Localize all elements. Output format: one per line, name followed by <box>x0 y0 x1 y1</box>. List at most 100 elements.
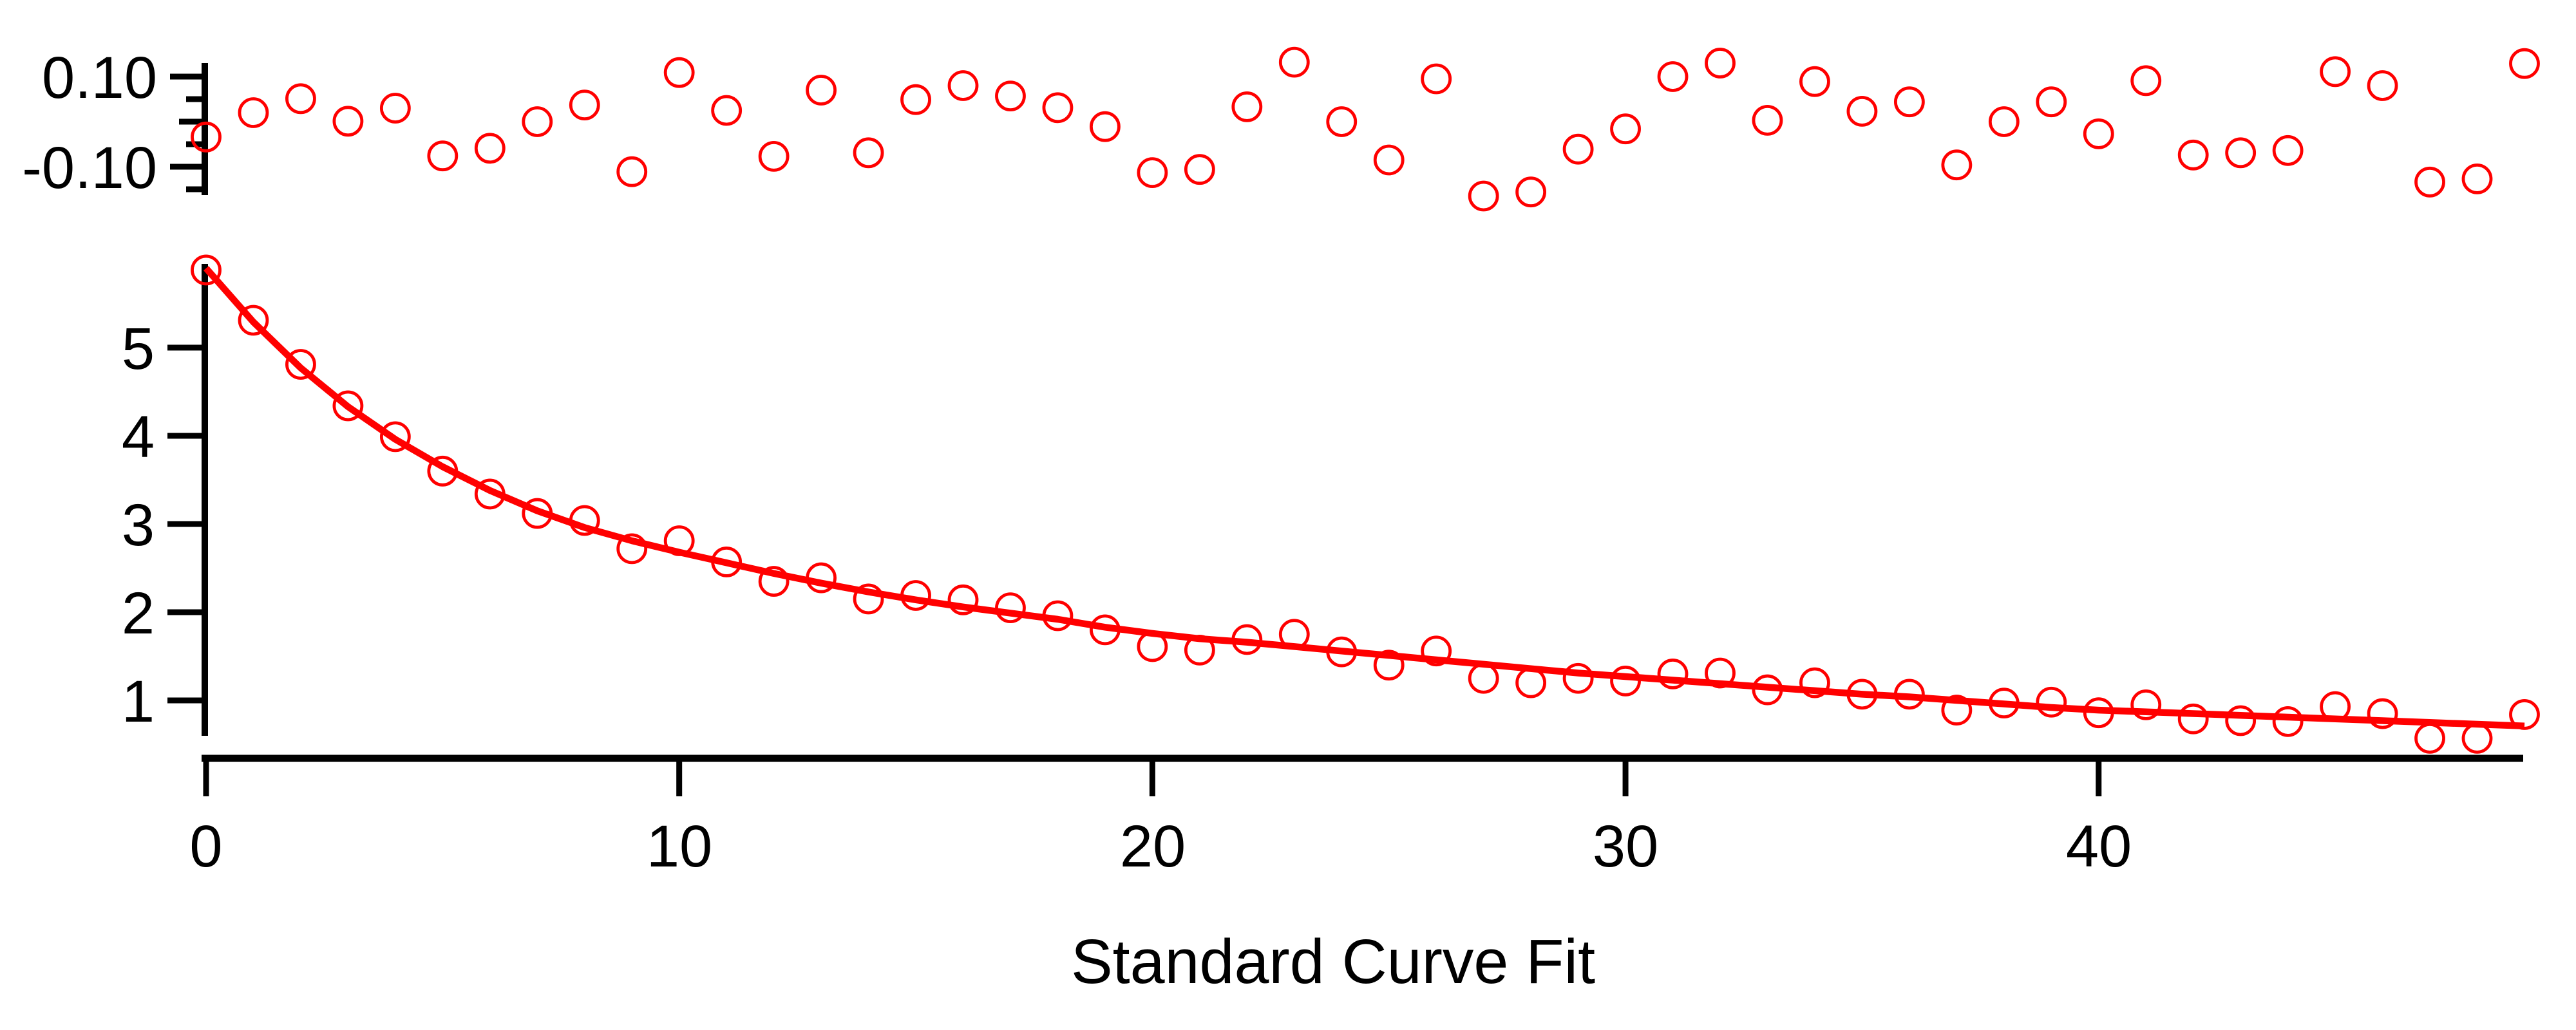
residual-point-marker <box>947 70 979 101</box>
data-point-marker <box>1562 662 1594 694</box>
data-point-marker <box>1090 614 1121 646</box>
main-x-axis <box>202 754 2523 796</box>
residual-point-marker <box>1893 86 1925 118</box>
residual-point-marker <box>2036 86 2067 118</box>
data-point-marker <box>663 525 695 556</box>
data-point-marker <box>1941 695 1973 726</box>
residual-tick-label-pos: 0.10 <box>42 45 157 111</box>
residual-point-marker <box>2272 135 2304 166</box>
data-points <box>191 254 2540 754</box>
data-point-marker <box>474 478 506 510</box>
residual-point-marker <box>1090 111 1121 142</box>
residual-point-marker <box>2461 163 2493 194</box>
chart-title: Standard Curve Fit <box>1071 926 1595 997</box>
data-point-marker <box>1610 665 1641 697</box>
y-tick-label-3: 3 <box>122 492 155 558</box>
residual-point-marker <box>522 106 553 137</box>
data-point-marker <box>191 254 222 286</box>
residual-point-marker <box>1705 48 1736 79</box>
residual-point-marker <box>1515 176 1547 208</box>
residual-point-marker <box>2177 139 2209 171</box>
residual-point-marker <box>1421 63 1452 95</box>
data-point-marker <box>2130 689 2162 720</box>
data-point-marker <box>1184 635 1215 666</box>
y-tick-label-1: 1 <box>122 669 155 735</box>
residual-point-marker <box>1562 133 1594 165</box>
data-point-marker <box>995 592 1026 624</box>
data-point-marker <box>1326 636 1358 668</box>
data-point-marker <box>2225 705 2257 736</box>
main-panel: 5 4 3 2 1 0 10 20 30 40 <box>122 254 2540 879</box>
data-point-marker <box>1799 667 1830 698</box>
residual-point-marker <box>1657 61 1689 92</box>
residual-point-marker <box>2414 166 2445 198</box>
residual-point-marker <box>1846 95 1878 127</box>
residual-point-marker <box>569 89 600 121</box>
residual-point-marker <box>1231 91 1263 122</box>
data-point-marker <box>1988 688 2020 719</box>
residual-point-marker <box>2130 65 2162 97</box>
residual-point-marker <box>1373 144 1405 176</box>
data-point-marker <box>427 455 459 487</box>
data-point-marker <box>2036 686 2067 718</box>
residual-point-marker <box>758 140 790 172</box>
data-point-marker <box>1752 674 1783 706</box>
residual-point-marker <box>2225 137 2257 169</box>
residual-point-marker <box>2083 118 2114 149</box>
data-point-marker <box>1278 619 1310 650</box>
data-point-marker <box>1657 659 1689 689</box>
residual-point-marker <box>853 137 884 169</box>
residual-points <box>191 46 2540 212</box>
residual-point-marker <box>1988 106 2020 137</box>
residual-point-marker <box>1184 154 1215 185</box>
residual-y-axis <box>170 63 208 195</box>
data-point-marker <box>616 533 648 565</box>
main-y-axis <box>167 264 208 736</box>
data-point-marker <box>2414 723 2445 754</box>
x-tick-label-10: 10 <box>647 814 712 879</box>
residual-point-marker <box>1610 113 1641 145</box>
data-point-marker <box>2461 723 2493 754</box>
data-point-marker <box>853 583 884 615</box>
residual-panel: 0.10 -0.10 <box>22 45 2540 212</box>
residual-point-marker <box>2509 48 2540 79</box>
x-tick-label-30: 30 <box>1593 814 1658 879</box>
data-point-marker <box>947 584 979 615</box>
data-point-marker <box>2177 703 2209 735</box>
y-tick-label-4: 4 <box>122 404 155 470</box>
data-point-marker <box>2367 698 2398 729</box>
data-point-marker <box>1846 679 1878 710</box>
data-point-marker <box>332 390 364 422</box>
data-point-marker <box>1137 631 1168 662</box>
data-point-marker <box>1231 624 1263 655</box>
residual-point-marker <box>663 57 695 88</box>
residual-point-marker <box>1042 92 1074 124</box>
data-point-marker <box>379 421 411 453</box>
y-tick-label-5: 5 <box>122 316 155 382</box>
residual-point-marker <box>1752 104 1783 136</box>
residual-point-marker <box>616 156 648 187</box>
fit-curve-line <box>204 266 2525 729</box>
data-point-marker <box>1468 662 1499 694</box>
x-tick-label-40: 40 <box>2066 814 2132 879</box>
residual-point-marker <box>900 84 931 115</box>
x-tick-label-20: 20 <box>1120 814 1186 879</box>
data-point-marker <box>1705 657 1736 689</box>
y-tick-label-2: 2 <box>122 581 155 646</box>
data-point-marker <box>758 566 790 597</box>
residual-point-marker <box>711 95 743 126</box>
data-point-marker <box>1373 650 1405 681</box>
residual-point-marker <box>2320 56 2351 88</box>
x-tick-label-0: 0 <box>189 814 222 879</box>
residual-point-marker <box>806 75 837 106</box>
data-point-marker <box>1042 600 1074 632</box>
data-point-marker <box>2320 691 2351 722</box>
data-point-marker <box>900 580 931 611</box>
residual-point-marker <box>285 83 316 115</box>
data-point-marker <box>2083 697 2114 729</box>
data-point-marker <box>569 505 600 536</box>
residual-point-marker <box>1799 66 1830 97</box>
data-point-marker <box>2272 706 2304 737</box>
